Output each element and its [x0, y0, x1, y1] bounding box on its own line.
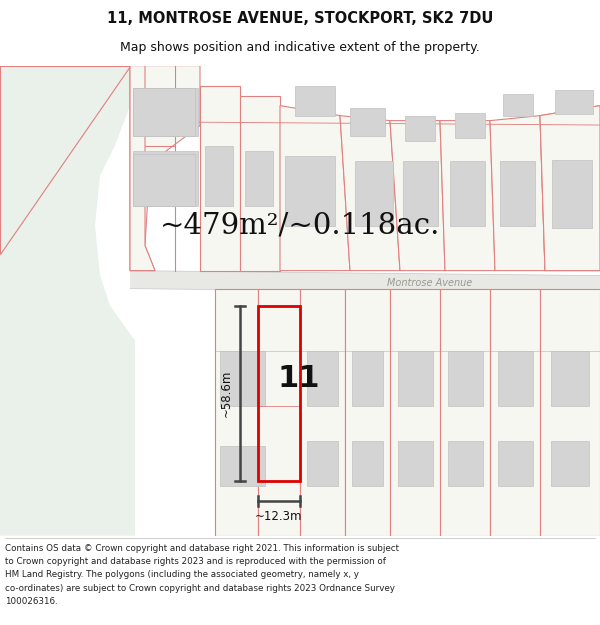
Text: ~58.6m: ~58.6m	[220, 369, 233, 417]
Polygon shape	[340, 116, 400, 271]
Polygon shape	[130, 66, 200, 271]
Polygon shape	[490, 289, 540, 536]
Bar	[398, 441, 433, 486]
Text: 100026316.: 100026316.	[5, 598, 58, 606]
Bar	[405, 116, 435, 141]
Bar	[352, 441, 383, 486]
Bar	[551, 441, 589, 486]
Bar	[245, 151, 273, 206]
Bar	[133, 88, 198, 136]
Polygon shape	[0, 66, 135, 536]
Text: 11: 11	[278, 364, 320, 392]
Bar	[497, 351, 533, 406]
Bar	[350, 107, 385, 136]
Bar	[448, 441, 482, 486]
Bar	[352, 351, 383, 406]
Polygon shape	[490, 116, 545, 271]
Polygon shape	[540, 289, 600, 536]
Bar	[497, 441, 533, 486]
Bar	[295, 86, 335, 116]
Polygon shape	[540, 106, 600, 271]
Text: Contains OS data © Crown copyright and database right 2021. This information is : Contains OS data © Crown copyright and d…	[5, 544, 399, 552]
Polygon shape	[130, 66, 155, 271]
Polygon shape	[345, 289, 390, 536]
Bar	[133, 88, 195, 136]
Bar	[220, 446, 265, 486]
Polygon shape	[300, 289, 345, 536]
Text: co-ordinates) are subject to Crown copyright and database rights 2023 Ordnance S: co-ordinates) are subject to Crown copyr…	[5, 584, 395, 592]
Polygon shape	[440, 289, 490, 536]
Polygon shape	[0, 66, 130, 254]
Polygon shape	[280, 106, 350, 271]
Text: Montrose Avenue: Montrose Avenue	[388, 278, 473, 288]
Bar	[355, 161, 393, 226]
Polygon shape	[540, 106, 600, 271]
Bar	[133, 154, 195, 206]
Polygon shape	[390, 289, 440, 536]
Bar	[450, 161, 485, 226]
Bar	[448, 351, 482, 406]
Text: ~12.3m: ~12.3m	[255, 510, 303, 523]
Bar	[307, 441, 338, 486]
Polygon shape	[130, 271, 600, 294]
Bar	[552, 159, 592, 228]
Bar	[551, 351, 589, 406]
Polygon shape	[390, 121, 445, 271]
Bar	[455, 112, 485, 138]
Bar	[307, 351, 338, 406]
Polygon shape	[440, 121, 495, 271]
Bar	[285, 156, 335, 226]
Polygon shape	[200, 86, 240, 271]
Bar	[258, 306, 300, 481]
Text: HM Land Registry. The polygons (including the associated geometry, namely x, y: HM Land Registry. The polygons (includin…	[5, 571, 359, 579]
Bar	[403, 161, 438, 226]
Polygon shape	[215, 289, 258, 536]
Bar	[133, 151, 198, 206]
Bar	[500, 161, 535, 226]
Bar	[220, 351, 265, 406]
Bar	[205, 146, 233, 206]
Text: to Crown copyright and database rights 2023 and is reproduced with the permissio: to Crown copyright and database rights 2…	[5, 557, 386, 566]
Polygon shape	[258, 289, 300, 536]
Bar	[555, 89, 593, 114]
Polygon shape	[240, 96, 280, 271]
Text: 11, MONTROSE AVENUE, STOCKPORT, SK2 7DU: 11, MONTROSE AVENUE, STOCKPORT, SK2 7DU	[107, 11, 493, 26]
Text: ~479m²/~0.118ac.: ~479m²/~0.118ac.	[160, 212, 440, 239]
Text: Map shows position and indicative extent of the property.: Map shows position and indicative extent…	[120, 41, 480, 54]
Bar	[503, 94, 533, 116]
Bar	[398, 351, 433, 406]
